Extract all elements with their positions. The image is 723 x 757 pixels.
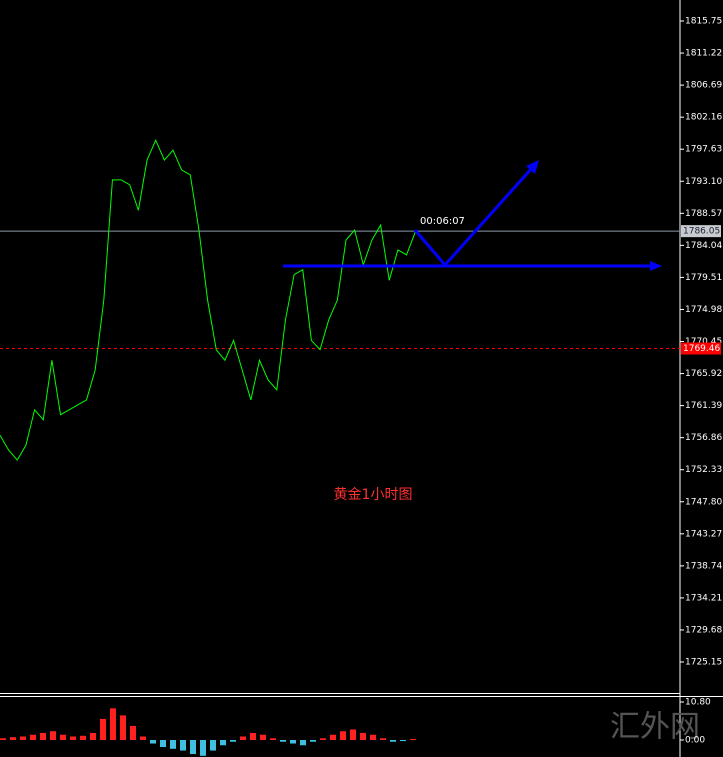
histogram-bar <box>150 740 156 744</box>
y-tick-label: 10.80 <box>685 697 711 707</box>
histogram-bar <box>290 740 296 744</box>
histogram-bar <box>270 738 276 741</box>
y-tick-label: 0.00 <box>685 736 705 746</box>
histogram-bar <box>190 740 196 755</box>
drawn-arrows <box>283 160 662 271</box>
histogram-bar <box>200 740 206 756</box>
y-tick-label: 1738.74 <box>685 561 722 571</box>
histogram-bar <box>30 734 36 741</box>
histogram-bar <box>90 732 96 741</box>
y-tick-label: 1806.69 <box>685 81 722 91</box>
histogram-bar <box>370 734 376 741</box>
y-tick-label: 1729.68 <box>685 625 722 635</box>
histogram-bar <box>60 734 66 741</box>
histogram-bar <box>330 734 336 741</box>
histogram-bar <box>380 738 386 741</box>
y-tick-label: 1761.39 <box>685 401 722 411</box>
y-tick-label: 1747.80 <box>685 497 722 507</box>
arrow-head <box>650 261 662 271</box>
y-tick-label: 1774.98 <box>685 305 722 315</box>
y-tick-label: 1811.22 <box>685 49 722 59</box>
y-tick-label: 1770.45 <box>685 337 722 347</box>
price-label: 1769.46 <box>683 344 720 354</box>
chart-caption: 黄金1小时图 <box>334 486 413 503</box>
y-tick-label: 1752.33 <box>685 465 722 475</box>
y-tick-label: 1815.75 <box>685 17 722 27</box>
histogram-bar <box>390 740 396 742</box>
histogram-bar <box>10 737 16 741</box>
price-label-box <box>681 342 721 355</box>
y-tick-label: 1725.15 <box>685 658 722 668</box>
price-line-series <box>0 138 416 461</box>
watermark: 汇外网 <box>610 710 700 745</box>
histogram-bar <box>70 736 76 741</box>
histogram-bar <box>40 732 46 741</box>
histogram-bar <box>160 740 166 748</box>
histogram-bar <box>130 725 136 741</box>
histogram-bar <box>340 731 346 741</box>
y-tick-label: 1793.10 <box>685 177 722 187</box>
y-tick-label: 1788.57 <box>685 209 722 219</box>
histogram-bar <box>80 735 86 741</box>
y-tick-label: 1779.51 <box>685 273 722 283</box>
histogram-bar <box>300 740 306 746</box>
histogram-bar <box>400 740 406 742</box>
histogram-bar <box>360 732 366 741</box>
y-tick-label: 1784.04 <box>685 241 722 251</box>
histogram-bar <box>240 736 246 741</box>
countdown: 00:06:07 <box>420 216 465 227</box>
histogram-bar <box>170 740 176 749</box>
histogram-bar <box>180 740 186 751</box>
price-label-box <box>681 225 721 238</box>
histogram-bar <box>350 729 356 741</box>
histogram-bar <box>320 738 326 741</box>
y-tick-label: 1765.92 <box>685 369 722 379</box>
histogram-bar <box>220 740 226 746</box>
price-label: 1786.05 <box>683 227 720 237</box>
histogram-bar <box>210 740 216 751</box>
histogram-bar <box>310 740 316 742</box>
histogram-bar <box>140 736 146 741</box>
y-tick-label: 1797.63 <box>685 145 722 155</box>
histogram-bar <box>410 738 416 741</box>
y-tick-label: 1734.21 <box>685 593 722 603</box>
histogram-bar <box>250 732 256 741</box>
histogram-bar <box>280 740 286 742</box>
histogram-bar <box>120 715 126 741</box>
histogram-bar <box>260 734 266 741</box>
histogram-bar <box>110 708 116 741</box>
histogram-bar <box>230 740 236 742</box>
y-tick-label: 1802.16 <box>685 113 722 123</box>
y-tick-label: 1756.86 <box>685 433 722 443</box>
y-tick-label: 1743.27 <box>685 529 722 539</box>
histogram-bar <box>0 738 6 741</box>
histogram-bar <box>100 718 106 741</box>
histogram-bar <box>20 736 26 741</box>
histogram-bar <box>50 731 56 741</box>
arrow-line <box>413 166 534 268</box>
arrow-head <box>526 160 539 174</box>
